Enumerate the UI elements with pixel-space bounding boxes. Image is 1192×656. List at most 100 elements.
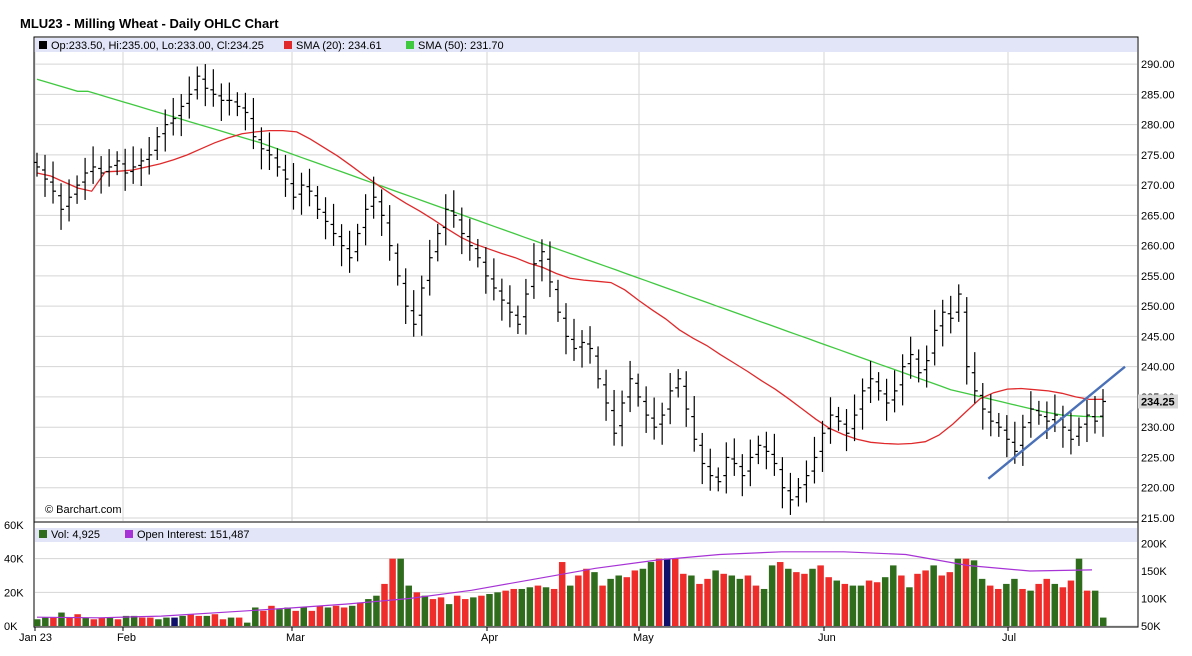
volume-bar	[526, 587, 534, 626]
volume-bar	[639, 568, 647, 626]
volume-bar	[308, 610, 316, 626]
ohlc-bar	[859, 378, 866, 430]
ohlc-bar	[474, 238, 481, 268]
trend-line-group	[987, 365, 1126, 480]
volume-bar	[453, 595, 461, 626]
ohlc-bar	[82, 157, 89, 200]
volume-bar	[90, 619, 98, 626]
volume-bar	[276, 609, 283, 626]
volume-bar	[1011, 578, 1018, 626]
volume-bar	[534, 585, 542, 626]
volume-bar	[728, 575, 736, 626]
ohlc-bar	[386, 205, 393, 261]
ohlc-bar	[554, 279, 561, 322]
volume-bar	[1027, 590, 1034, 626]
volume-bar	[817, 565, 824, 626]
ohlc-bar	[827, 397, 834, 444]
ohlc-bar	[779, 457, 786, 509]
volume-bar	[550, 588, 558, 626]
volume-bar	[365, 599, 372, 626]
sma50-line	[36, 78, 1104, 418]
ohlc-bar	[106, 149, 113, 187]
ohlc-bar	[683, 371, 690, 427]
ohlc-bar	[130, 146, 137, 184]
ohlc-bar	[42, 154, 49, 197]
ohlc-bar	[338, 224, 345, 267]
ohlc-bar	[522, 278, 529, 335]
volume-bar	[179, 615, 186, 626]
ohlc-bar	[979, 383, 986, 430]
ohlc-bar	[290, 163, 297, 210]
volume-bar	[736, 578, 744, 626]
ohlc-bar	[811, 436, 818, 484]
price-tick-label: 250.00	[1141, 301, 1175, 313]
x-tick-label: May	[633, 632, 654, 644]
volume-bar	[243, 622, 251, 626]
volume-bar	[114, 619, 122, 626]
ohlc-bar	[538, 239, 545, 282]
ohlc-bar	[66, 179, 73, 222]
ohlc-bar	[771, 433, 778, 476]
price-tick-label: 245.00	[1141, 331, 1175, 343]
volume-bar	[42, 617, 49, 626]
volume-bar	[663, 558, 671, 626]
ohlc-bar	[402, 268, 409, 325]
volume-bar	[58, 612, 65, 626]
volume-bar	[268, 605, 275, 626]
x-tick-label: Feb	[117, 632, 136, 644]
ohlc-bar	[707, 448, 714, 491]
volume-bar	[752, 585, 760, 626]
volume-bar	[106, 617, 114, 626]
ohlc-bar	[603, 369, 610, 421]
volume-bar	[445, 604, 453, 626]
watermark: © Barchart.com	[45, 504, 122, 516]
volume-bar	[122, 615, 130, 626]
volume-bar	[413, 592, 421, 626]
ohlc-bar	[370, 176, 377, 219]
ohlc-bar	[1083, 399, 1090, 443]
sma50-legend-text: SMA (50): 231.70	[418, 40, 504, 52]
ohlc-bar	[458, 207, 465, 255]
volume-bar	[1019, 588, 1026, 626]
ohlc-bar	[835, 406, 842, 431]
volume-bar	[696, 583, 703, 626]
volume-bar	[1051, 583, 1059, 626]
ohlc-bar	[146, 137, 153, 175]
volume-legend-text: Vol: 4,925	[51, 529, 100, 541]
ohlc-bar	[571, 318, 578, 361]
volume-bar	[1035, 583, 1042, 626]
price-tick-label: 220.00	[1141, 483, 1175, 495]
chart-title: MLU23 - Milling Wheat - Daily OHLC Chart	[20, 16, 279, 31]
volume-bar	[793, 572, 800, 626]
ohlc-bar	[803, 460, 810, 503]
volume-bar	[518, 588, 526, 626]
open-interest-tick-label: 200K	[1141, 539, 1167, 551]
ohlc-legend-swatch	[39, 41, 47, 49]
volume-bar	[542, 587, 550, 626]
volume-bar	[470, 597, 477, 626]
ohlc-bar	[514, 305, 521, 334]
ohlc-bar	[795, 478, 802, 507]
open-interest-tick-label: 100K	[1141, 594, 1167, 606]
volume-bar	[833, 580, 840, 626]
volume-bar	[567, 585, 574, 626]
volume-bar	[809, 568, 816, 626]
volume-tick-label: 40K	[4, 554, 24, 566]
ohlc-bar	[627, 360, 634, 413]
ohlc-bar	[675, 369, 682, 398]
ohlc-bar	[482, 247, 489, 294]
ohlc-bar	[322, 197, 329, 240]
ohlc-bar	[210, 69, 217, 107]
ohlc-bar	[50, 161, 57, 204]
ohlc-bar	[915, 349, 922, 383]
volume-bar	[510, 588, 517, 626]
volume-bar	[284, 607, 291, 626]
volume-bar	[785, 568, 792, 626]
volume-bar	[978, 578, 986, 626]
volume-bar	[607, 578, 614, 626]
ohlc-bar	[418, 275, 425, 336]
volume-bar	[82, 617, 89, 626]
price-tick-label: 215.00	[1141, 513, 1175, 525]
ohlc-bar	[346, 230, 353, 273]
